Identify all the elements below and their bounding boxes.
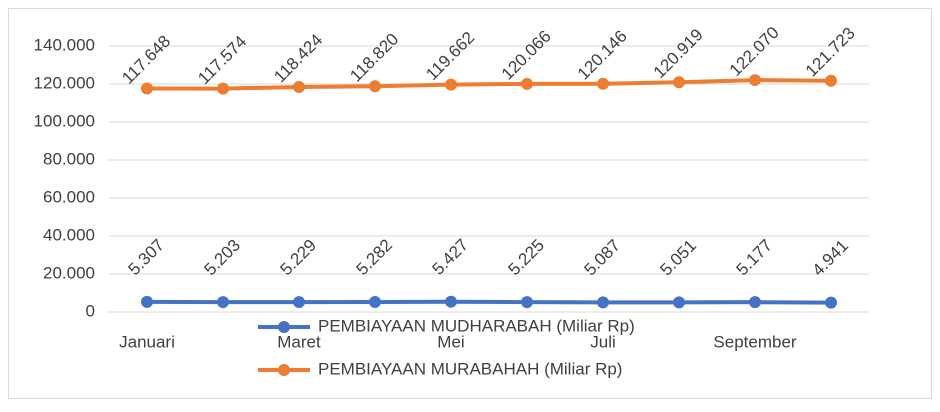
point [369,80,381,93]
point [369,295,381,308]
point [217,296,229,309]
y-tick-label: 100.000 [34,111,95,130]
y-tick-label: 40.000 [43,225,95,244]
point [673,76,685,89]
legend-label: PEMBIAYAAN MURABAHAH (Miliar Rp) [318,359,622,378]
point [217,82,229,95]
point [293,296,305,309]
point [141,295,153,308]
y-tick-label: 0 [86,301,95,320]
point [673,296,685,309]
point [749,74,761,87]
point [825,296,837,309]
series-line [145,299,833,305]
legend-label: PEMBIAYAAN MUDHARABAH (Miliar Rp) [318,316,635,335]
series-line [145,78,833,91]
legend-marker [278,364,290,376]
legend-marker [278,321,290,333]
point [521,296,533,309]
x-tick-label: September [713,332,796,351]
y-tick-label: 60.000 [43,187,95,206]
point [445,295,457,308]
point [445,78,457,91]
point [597,77,609,90]
point [521,77,533,90]
point [749,296,761,309]
x-tick-label: Maret [277,332,321,351]
x-tick-label: Januari [119,332,175,351]
y-tick-label: 20.000 [43,263,95,282]
y-tick-label: 140.000 [34,35,95,54]
point [597,296,609,309]
y-tick-label: 80.000 [43,149,95,168]
point [293,80,305,93]
x-tick-label: Juli [590,332,616,351]
x-tick-label: Mei [437,332,464,351]
point [141,82,153,95]
point [825,74,837,87]
chart-border [8,8,932,399]
y-tick-label: 120.000 [34,73,95,92]
